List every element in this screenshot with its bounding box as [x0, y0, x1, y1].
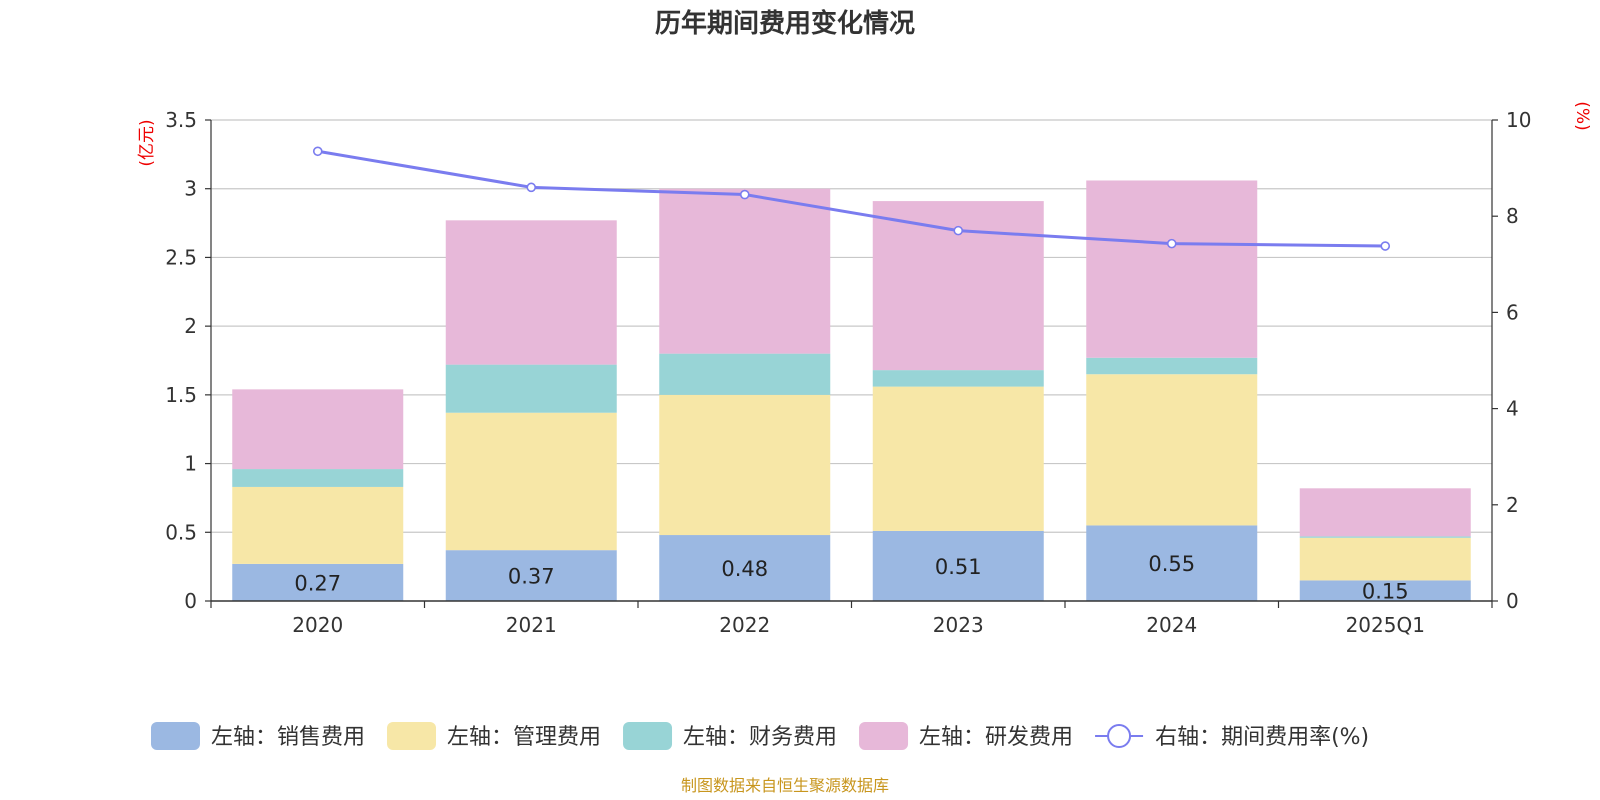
data-label: 0.37	[508, 565, 555, 589]
bar-segment	[445, 412, 617, 551]
x-axis-tick-label: 2022	[719, 613, 770, 637]
data-label: 0.15	[1362, 580, 1409, 604]
right-axis-tick-label: 10	[1506, 108, 1531, 132]
bar-segment	[659, 188, 831, 354]
bar-segment	[1086, 357, 1258, 375]
bar-segment	[232, 486, 404, 564]
left-axis-tick-label: 0.5	[165, 520, 197, 544]
legend-circle-marker	[1107, 724, 1132, 748]
bar-segment	[1086, 374, 1258, 526]
rate-line-point	[312, 146, 323, 157]
left-axis-tick-label: 3.5	[165, 108, 197, 132]
x-axis-tick-label: 2024	[1146, 613, 1197, 637]
data-label: 0.51	[935, 555, 982, 579]
x-axis-tick-label: 2023	[933, 613, 984, 637]
bar-segment	[445, 364, 617, 413]
x-axis-tick-label: 2021	[506, 613, 557, 637]
rate-line-point	[1166, 238, 1177, 249]
rate-line-point	[526, 182, 537, 193]
data-label: 0.27	[294, 571, 341, 595]
bar-segment	[659, 535, 831, 601]
left-axis-tick-label: 0	[184, 589, 197, 613]
bar-segment	[232, 469, 404, 487]
rate-line	[317, 149, 1386, 248]
bar-segment	[1299, 580, 1471, 601]
legend-label: 左轴：财务费用	[683, 725, 837, 750]
rate-line-point	[1380, 241, 1391, 251]
left-axis-unit: (亿元)	[137, 119, 157, 166]
legend-swatch	[623, 722, 673, 750]
bar-segment	[1299, 488, 1471, 537]
left-axis-tick-label: 1.5	[165, 383, 197, 407]
bar-segment	[1086, 180, 1258, 358]
gridlines	[211, 119, 1492, 533]
bar-segment	[659, 394, 831, 536]
left-axis-tick-label: 2.5	[165, 245, 197, 269]
bar-segment	[872, 386, 1044, 531]
legend-swatch	[387, 722, 437, 750]
bar-segment	[872, 530, 1044, 601]
left-axis-tick-label: 2	[184, 314, 197, 338]
legend-swatch	[859, 722, 909, 750]
left-axis-tick-label: 1	[184, 452, 197, 476]
right-axis-tick-label: 4	[1506, 397, 1519, 421]
data-labels: 0.27 0.37 0.48 0.51 0.55 0.15	[294, 552, 1408, 603]
legend-label: 左轴：管理费用	[447, 725, 601, 750]
bar-segment	[659, 353, 831, 395]
bar-segment	[1086, 525, 1258, 601]
rate-line-series	[312, 146, 1391, 251]
right-axis-tick-label: 2	[1506, 493, 1519, 517]
right-axis-unit: (%)	[1572, 101, 1592, 130]
bar-segment	[445, 220, 617, 365]
chart-title: 历年期间费用变化情况	[655, 8, 915, 39]
data-label: 0.55	[1148, 552, 1195, 576]
right-axis-tick-label: 0	[1506, 589, 1519, 613]
x-axis-tick-label: 2020	[292, 613, 343, 637]
rate-line-point	[953, 225, 964, 236]
right-axis-tick-label: 6	[1506, 300, 1519, 324]
rate-line-point	[739, 189, 750, 200]
right-axis-tick-label: 8	[1506, 204, 1519, 228]
legend-label: 右轴：期间费用率(%)	[1155, 725, 1369, 750]
legend-label: 左轴：研发费用	[919, 725, 1073, 750]
source-note: 制图数据来自恒生聚源数据库	[681, 776, 889, 795]
legend: 左轴：销售费用 左轴：管理费用 左轴：财务费用 左轴：研发费用 右轴：期间费用率(%)	[151, 722, 1369, 750]
bar-segment	[872, 370, 1044, 387]
bar-segment	[232, 563, 404, 601]
data-label: 0.48	[721, 557, 768, 581]
left-axis-tick-label: 3	[184, 177, 197, 201]
bar-segment	[1299, 536, 1471, 538]
bar-segment	[1299, 537, 1471, 581]
x-axis-tick-label: 2025Q1	[1346, 613, 1425, 637]
legend-swatch	[151, 722, 200, 750]
bar-segment	[445, 550, 617, 601]
bar-segment	[232, 389, 404, 470]
legend-label: 左轴：销售费用	[211, 725, 365, 750]
